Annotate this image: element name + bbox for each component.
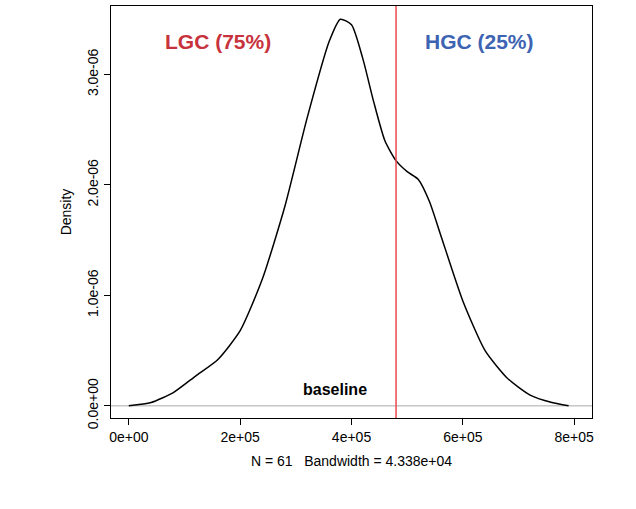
svg-text:3.0e-06: 3.0e-06: [85, 48, 101, 96]
svg-text:8e+05: 8e+05: [555, 429, 595, 445]
svg-text:Density: Density: [58, 189, 74, 236]
svg-text:HGC (25%): HGC (25%): [425, 30, 534, 53]
svg-text:2e+05: 2e+05: [220, 429, 260, 445]
svg-text:baseline: baseline: [303, 381, 367, 398]
svg-text:0e+00: 0e+00: [109, 429, 149, 445]
svg-text:1.0e-06: 1.0e-06: [85, 269, 101, 317]
svg-text:2.0e-06: 2.0e-06: [85, 159, 101, 207]
svg-text:6e+05: 6e+05: [443, 429, 483, 445]
svg-text:N = 61 Bandwidth = 4.338e+04: N = 61 Bandwidth = 4.338e+04: [251, 453, 452, 469]
svg-text:4e+05: 4e+05: [332, 429, 372, 445]
svg-text:LGC (75%): LGC (75%): [165, 30, 271, 53]
svg-text:0.0e+00: 0.0e+00: [85, 378, 101, 429]
